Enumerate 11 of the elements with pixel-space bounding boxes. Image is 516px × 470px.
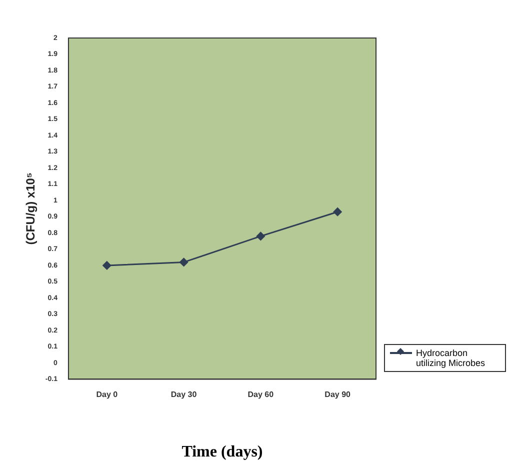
legend-label: Hydrocarbon utilizing Microbes [416,348,486,368]
point [180,258,188,266]
x-tick-label: Day 0 [96,390,118,400]
x-tick-label: Day 90 [324,390,352,400]
point [333,208,342,216]
x-tick-label: Day 30 [170,390,198,400]
y-axis-title: (CFU/g) x10⁵ [24,172,38,245]
point [256,232,265,240]
x-axis-title: Time (days) [182,444,263,461]
x-tick-label: Day 60 [248,390,274,400]
point [102,261,112,270]
